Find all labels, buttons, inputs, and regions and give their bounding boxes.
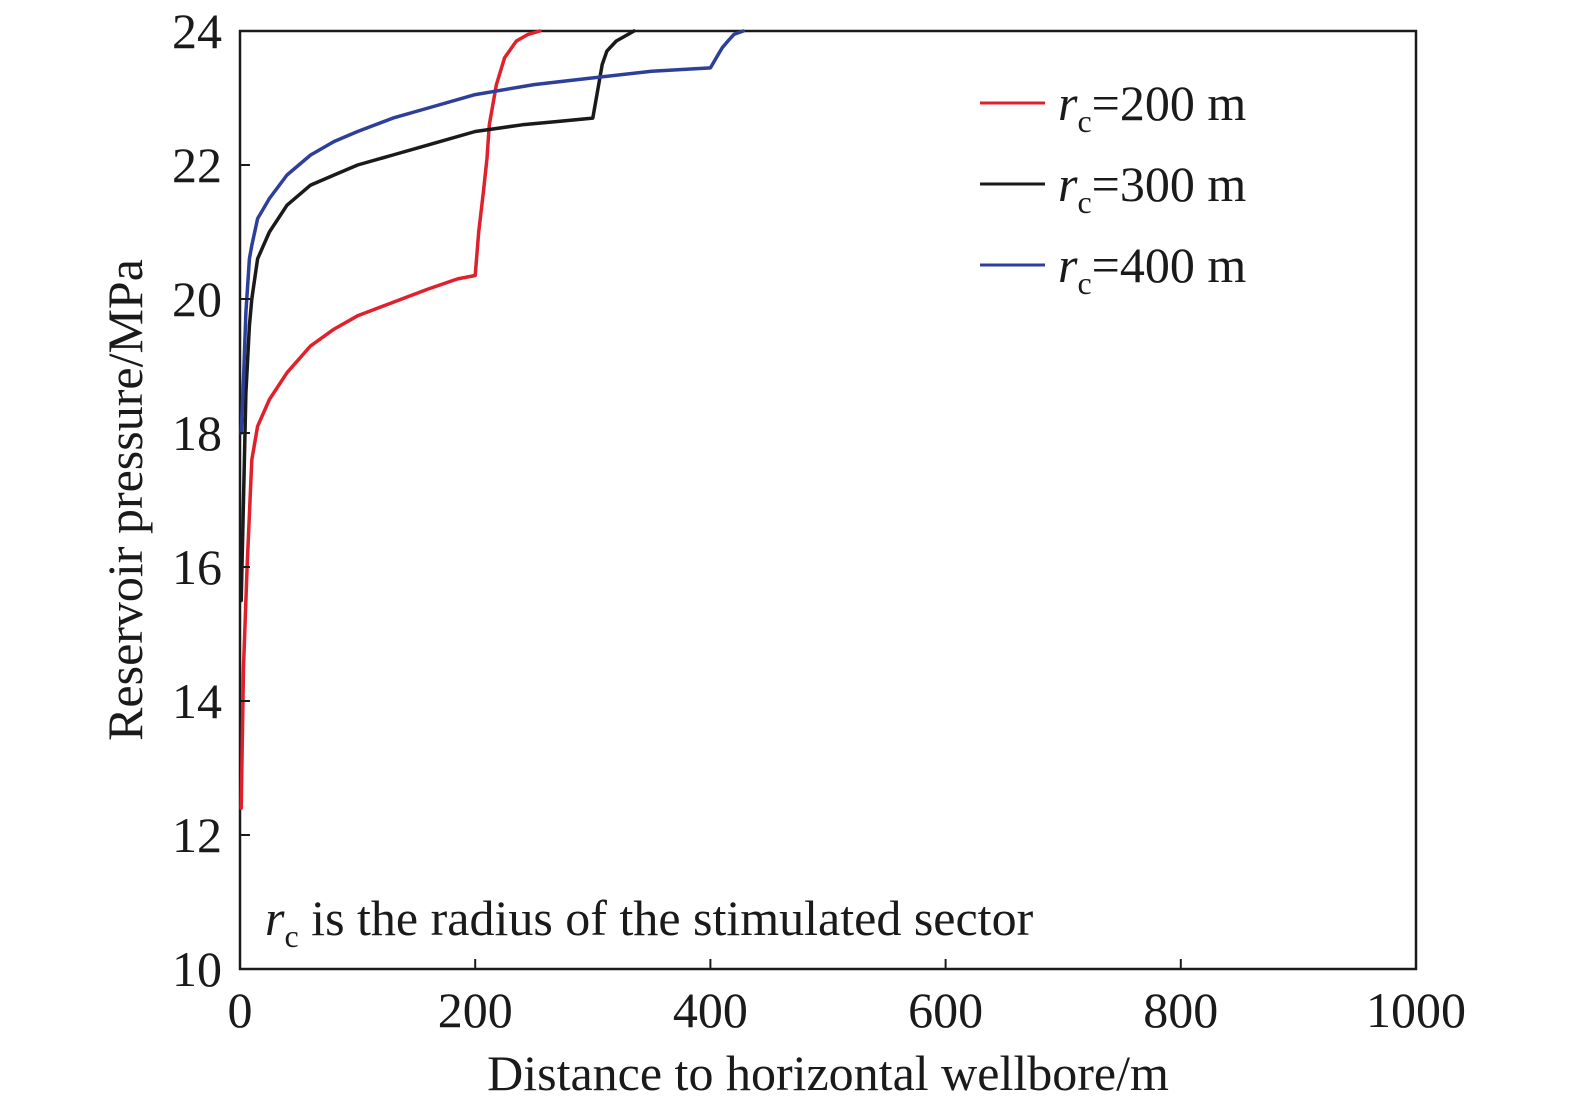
y-tick-label: 22 xyxy=(172,137,222,193)
annotation-text: is the radius of the stimulated sector xyxy=(299,890,1034,946)
legend-subscript: c xyxy=(1077,103,1091,139)
series-layer xyxy=(239,29,746,810)
annotation-subscript: c xyxy=(284,918,298,954)
x-tick-label: 0 xyxy=(228,982,253,1038)
y-tick-label: 14 xyxy=(172,673,222,729)
legend: rc=200 mrc=300 mrc=400 m xyxy=(980,75,1246,301)
chart-annotation: rc is the radius of the stimulated secto… xyxy=(265,890,1034,954)
legend-subscript: c xyxy=(1077,265,1091,301)
y-tick-label: 18 xyxy=(172,405,222,461)
legend-symbol: r xyxy=(1058,156,1078,212)
legend-symbol: r xyxy=(1058,75,1078,131)
legend-label: rc=200 m xyxy=(1058,75,1246,139)
series-line xyxy=(239,29,542,810)
tick-layer: 0 200 400 600 800 1000 10 12 14 16 18 20 22 24 xyxy=(172,3,1466,1038)
x-tick-label: 800 xyxy=(1143,982,1218,1038)
legend-label: rc=400 m xyxy=(1058,237,1246,301)
legend-label: rc=300 m xyxy=(1058,156,1246,220)
x-axis-title: Distance to horizontal wellbore/m xyxy=(487,1045,1169,1101)
series-line xyxy=(239,29,636,603)
legend-value: =400 m xyxy=(1092,237,1247,293)
y-tick-label: 16 xyxy=(172,539,222,595)
y-axis-title: Reservoir pressure/MPa xyxy=(97,259,153,741)
legend-value: =300 m xyxy=(1092,156,1247,212)
legend-subscript: c xyxy=(1077,184,1091,220)
y-tick-label: 24 xyxy=(172,3,222,59)
x-tick-label: 400 xyxy=(673,982,748,1038)
legend-symbol: r xyxy=(1058,237,1078,293)
legend-value: =200 m xyxy=(1092,75,1247,131)
y-tick-label: 12 xyxy=(172,807,222,863)
annotation-symbol: r xyxy=(265,890,285,946)
y-tick-label: 20 xyxy=(172,271,222,327)
x-tick-label: 1000 xyxy=(1366,982,1466,1038)
x-tick-label: 200 xyxy=(438,982,513,1038)
series-line xyxy=(239,29,746,435)
y-tick-label: 10 xyxy=(172,941,222,997)
plot-frame xyxy=(238,29,1418,971)
x-tick-label: 600 xyxy=(908,982,983,1038)
